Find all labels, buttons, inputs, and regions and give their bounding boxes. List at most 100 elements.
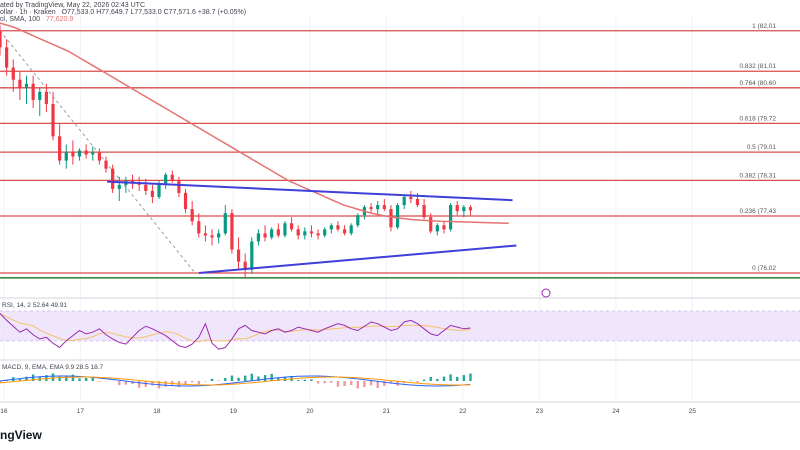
macd-histogram-bar — [343, 381, 346, 386]
candle-body — [51, 103, 55, 137]
x-tick-label: 24 — [612, 408, 620, 415]
x-tick-label: 22 — [459, 408, 467, 415]
chart-header: ated by TradingView, May 22, 2026 02:43 … — [0, 2, 250, 23]
candle-body — [236, 249, 241, 262]
candle-body — [5, 47, 9, 68]
macd-histogram-bar — [237, 377, 240, 381]
candle-body — [289, 223, 294, 230]
candle-body — [316, 233, 320, 236]
macd-histogram-bar — [316, 381, 320, 384]
candle-body — [31, 83, 35, 100]
macd-histogram-bar — [376, 381, 379, 389]
macd-histogram-bar — [78, 378, 81, 381]
candle-body — [104, 160, 108, 169]
candle-body — [157, 184, 161, 197]
candle-body — [164, 174, 168, 185]
candle-body — [223, 213, 227, 234]
candle-body — [0, 31, 2, 48]
macd-histogram-bar — [210, 378, 214, 381]
candle-body — [256, 233, 261, 242]
macd-histogram-bar — [363, 381, 366, 387]
candle-body — [71, 152, 75, 157]
candle-body — [91, 152, 95, 155]
event-marker-icon — [541, 288, 551, 298]
candle-body — [402, 196, 406, 206]
candle-body — [369, 207, 373, 210]
fib-label: 0.618 (79,72 — [739, 115, 776, 122]
fib-diagonal — [0, 30, 196, 274]
macd-histogram-bar — [98, 381, 101, 382]
candle-body — [170, 174, 174, 181]
candle-body — [462, 207, 466, 212]
candle-body — [455, 205, 459, 212]
macd-histogram-bar — [336, 381, 340, 387]
candle-body — [44, 91, 48, 104]
candle-body — [38, 91, 42, 100]
macd-histogram-bar — [356, 381, 360, 389]
candle-body — [323, 229, 327, 236]
macd-label: MACD, 9, EMA, EMA 9.9 28.5 18.7 — [2, 364, 104, 371]
candle-body — [422, 205, 426, 218]
macd-histogram-bar — [389, 381, 393, 384]
macd-histogram-bar — [124, 381, 128, 385]
macd-histogram-bar — [151, 381, 154, 386]
x-tick-label: 17 — [77, 408, 85, 415]
candle-body — [150, 190, 155, 197]
fib-label: 0.5 (79,01 — [747, 144, 777, 151]
macd-histogram-bar — [25, 376, 28, 381]
ohlc-readout: O77,533.0 H77,649.7 L77,533.0 C77,571.6 … — [61, 9, 247, 16]
fib-label: 0.832 (81,01 — [739, 63, 776, 70]
candle-body — [468, 207, 473, 211]
macd-histogram-bar — [0, 381, 2, 383]
candle-body — [230, 213, 234, 250]
candle-body — [349, 225, 353, 234]
candle-body — [144, 184, 148, 191]
candle-body — [18, 79, 22, 88]
candle-body — [270, 229, 274, 238]
candle-body — [111, 168, 115, 189]
fib-label: 1 (82,01 — [752, 23, 776, 30]
signal-line — [0, 376, 471, 386]
macd-histogram-bar — [91, 377, 94, 381]
macd-histogram-bar — [164, 381, 167, 387]
candle-body — [296, 229, 300, 236]
macd-histogram-bar — [224, 378, 227, 381]
candle-body — [84, 150, 88, 155]
macd-histogram-bar — [369, 381, 373, 386]
macd-histogram-bar — [230, 375, 234, 381]
macd-histogram-bar — [118, 381, 121, 386]
x-tick-label: 21 — [383, 408, 391, 415]
macd-histogram-bar — [456, 376, 459, 381]
rsi-label: RSI, 14, 2 52.64 49.91 — [2, 302, 67, 309]
macd-histogram-bar — [296, 380, 300, 381]
candle-body — [250, 241, 254, 270]
candle-body — [210, 235, 214, 238]
candle-body — [389, 209, 393, 228]
sma-100-line — [0, 22, 509, 225]
candle-body — [183, 192, 188, 210]
sma-label: ol, SMA, 100 — [0, 16, 41, 23]
macd-histogram-bar — [131, 381, 134, 385]
macd-histogram-bar — [277, 377, 280, 381]
macd-histogram-bar — [416, 381, 419, 383]
macd-histogram-bar — [71, 374, 75, 381]
macd-histogram-bar — [349, 381, 353, 386]
candle-body — [64, 152, 68, 161]
macd-histogram-bar — [243, 375, 247, 381]
x-tick-label: 18 — [153, 408, 161, 415]
candle-body — [97, 152, 101, 161]
triangle-lower-trendline — [198, 244, 517, 275]
macd-histogram-bar — [250, 373, 254, 381]
macd-histogram-bar — [263, 375, 267, 381]
candle-body — [243, 261, 247, 270]
x-tick-label: 16 — [0, 408, 8, 415]
candle-body — [336, 225, 340, 230]
macd-histogram-bar — [184, 381, 187, 385]
macd-histogram-bar — [449, 374, 452, 381]
fib-label: 0 (76,02 — [752, 265, 776, 272]
macd-histogram-bar — [283, 376, 287, 381]
macd-histogram-bar — [257, 376, 260, 381]
macd-histogram-bar — [270, 373, 273, 381]
